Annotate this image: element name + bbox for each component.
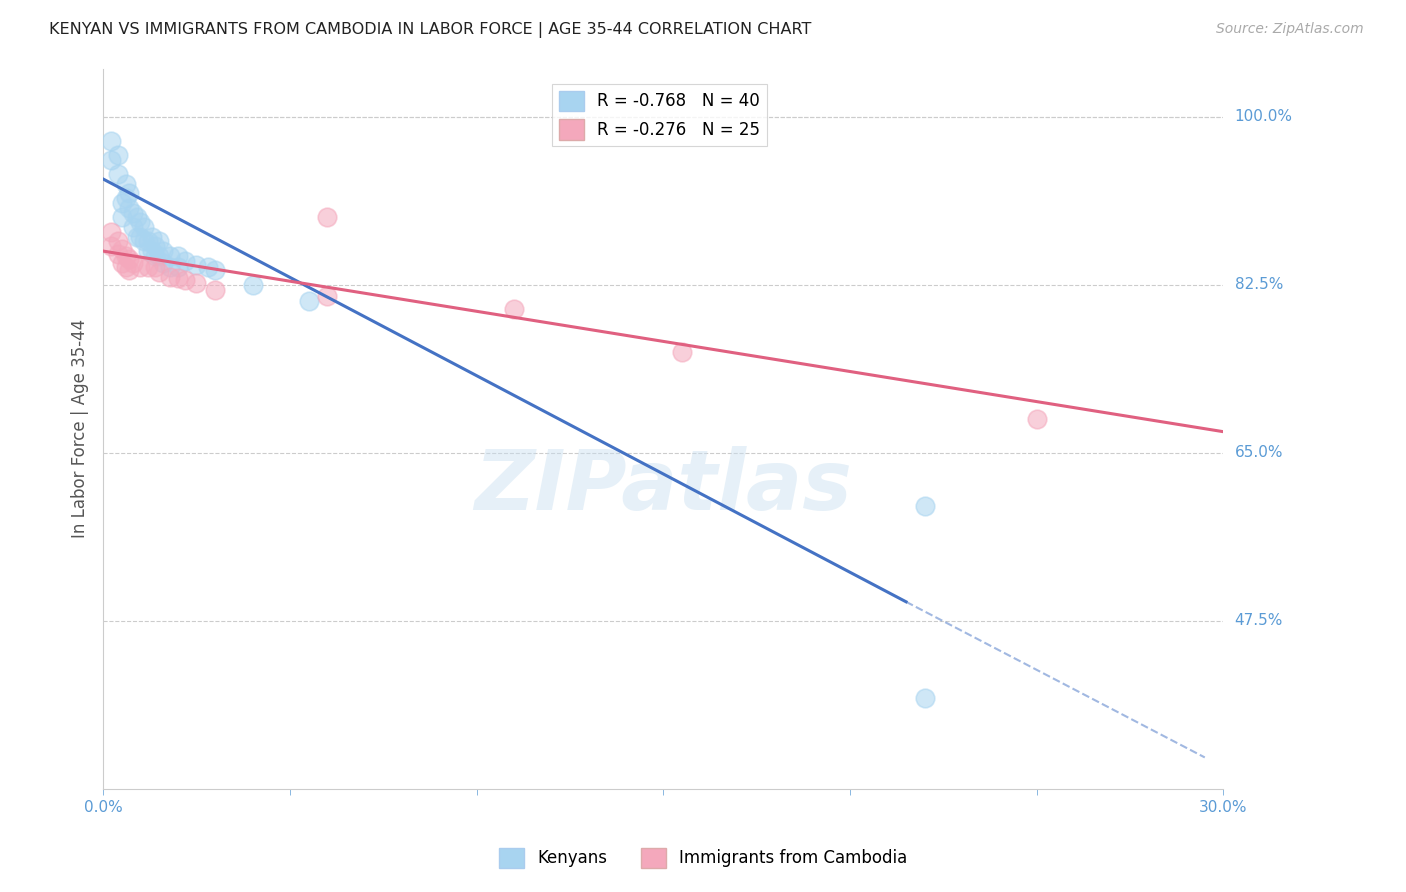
Point [145,249,167,263]
Legend: R = -0.768   N = 40, R = -0.276   N = 25: R = -0.768 N = 40, R = -0.276 N = 25 [553,84,768,146]
Point [166,271,188,285]
Point [148,249,170,263]
Point [107,148,129,162]
Text: 47.5%: 47.5% [1234,614,1282,629]
Point [129,215,152,229]
Point [503,301,526,316]
Legend: Kenyans, Immigrants from Cambodia: Kenyans, Immigrants from Cambodia [492,841,914,875]
Point [166,260,188,275]
Point [125,211,148,225]
Point [118,263,141,277]
Point [134,235,156,249]
Point [297,293,319,308]
Point [145,260,167,275]
Point [111,255,134,269]
Point [129,229,152,244]
Point [159,270,181,285]
Point [152,244,174,258]
Point [114,260,136,275]
Point [1025,412,1047,426]
Point [145,239,167,253]
Point [186,276,208,290]
Text: 82.5%: 82.5% [1234,277,1282,293]
Point [197,260,219,275]
Point [316,289,339,303]
Point [122,220,145,235]
Text: KENYAN VS IMMIGRANTS FROM CAMBODIA IN LABOR FORCE | AGE 35-44 CORRELATION CHART: KENYAN VS IMMIGRANTS FROM CAMBODIA IN LA… [49,22,811,38]
Point [159,260,181,275]
Point [316,211,339,225]
Point [148,265,170,279]
Text: ZIPatlas: ZIPatlas [474,446,852,527]
Point [134,220,156,235]
Point [148,235,170,249]
Point [118,201,141,215]
Point [118,186,141,201]
Point [174,253,197,268]
Point [107,167,129,181]
Point [122,205,145,219]
Point [118,252,141,266]
Point [125,229,148,244]
Point [100,239,122,253]
Point [204,283,226,297]
Text: 65.0%: 65.0% [1234,445,1284,460]
Point [107,247,129,261]
Point [111,211,134,225]
Point [141,229,163,244]
Point [152,255,174,269]
Point [174,273,197,287]
Point [129,260,152,275]
Point [100,225,122,239]
Point [114,177,136,191]
Point [100,153,122,167]
Point [136,244,159,258]
Y-axis label: In Labor Force | Age 35-44: In Labor Force | Age 35-44 [72,319,89,539]
Text: 100.0%: 100.0% [1234,109,1292,124]
Point [204,263,226,277]
Point [111,242,134,256]
Point [242,277,264,292]
Point [914,690,936,705]
Point [136,260,159,275]
Point [114,249,136,263]
Point [671,345,693,359]
Point [100,134,122,148]
Point [111,196,134,211]
Point [141,244,163,258]
Point [107,235,129,249]
Point [159,249,181,263]
Point [166,249,188,263]
Point [186,259,208,273]
Point [114,191,136,205]
Point [122,255,145,269]
Text: Source: ZipAtlas.com: Source: ZipAtlas.com [1216,22,1364,37]
Point [914,499,936,513]
Point [136,235,159,249]
